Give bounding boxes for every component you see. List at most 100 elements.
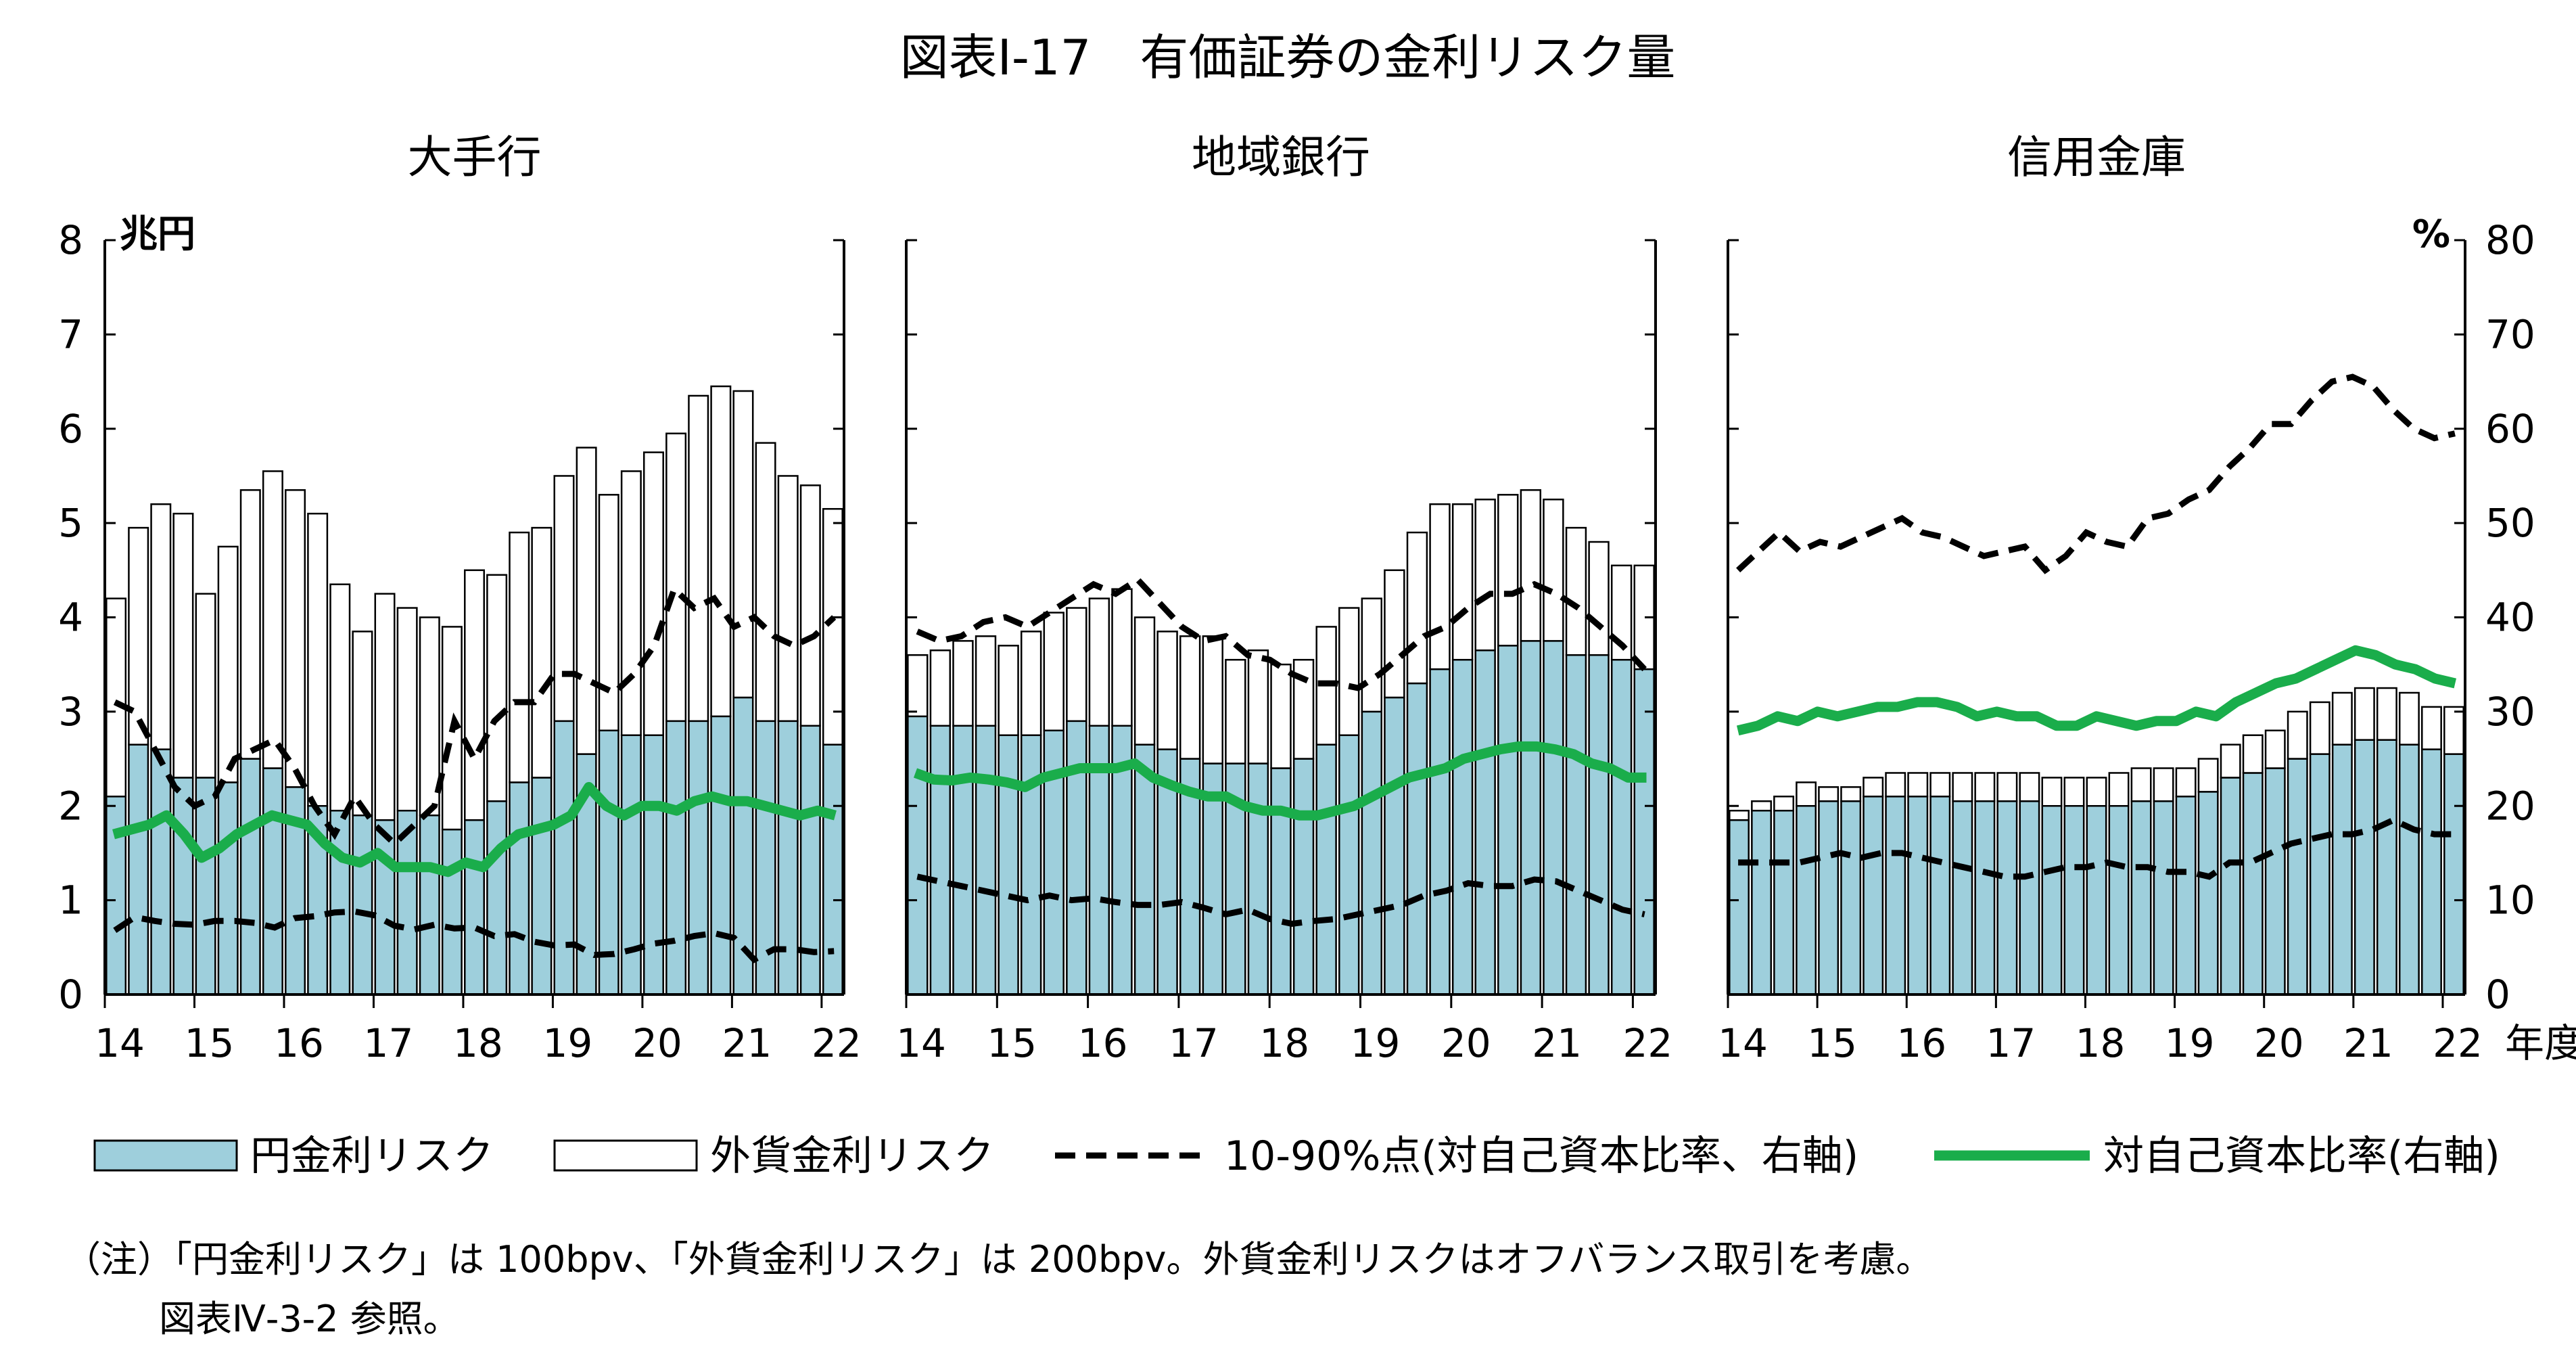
bar-yen-rate-risk: [329, 809, 351, 996]
bar-yen-rate-risk: [642, 734, 664, 996]
bar-yen-rate-risk: [1885, 796, 1906, 996]
bar-fx-rate-risk: [2264, 729, 2286, 769]
bar-yen-rate-risk: [2309, 753, 2331, 996]
legend: 円金利リスク 外貨金利リスク 10-90%点(対自己資本比率、右軸) 対自己資本比率(…: [93, 1133, 2500, 1180]
bar-yen-rate-risk: [822, 744, 843, 996]
bar-fx-rate-risk: [2153, 767, 2174, 802]
bar-yen-rate-risk: [531, 777, 553, 996]
bar-yen-rate-risk: [998, 734, 1019, 996]
bar-yen-rate-risk: [2287, 758, 2308, 996]
bar-fx-rate-risk: [1179, 635, 1201, 760]
bar-fx-rate-risk: [907, 654, 929, 718]
bar-fx-rate-risk: [2309, 701, 2331, 755]
bar-fx-rate-risk: [1429, 503, 1451, 670]
bar-fx-rate-risk: [1406, 531, 1428, 685]
y2-tick-label: 30: [2485, 689, 2535, 735]
bar-fx-rate-risk: [1907, 772, 1929, 798]
bar-fx-rate-risk: [975, 635, 997, 727]
y-tick-label: 8: [58, 217, 83, 263]
bar-fx-rate-risk: [755, 442, 776, 723]
bar-fx-rate-risk: [2287, 710, 2308, 760]
bar-fx-rate-risk: [777, 475, 799, 723]
bar-fx-rate-risk: [2331, 691, 2353, 746]
bar-fx-rate-risk: [620, 470, 642, 736]
y-tick-label: 7: [58, 311, 83, 357]
bar-fx-rate-risk: [665, 432, 687, 723]
bar-fx-rate-risk: [1361, 597, 1382, 713]
bar-fx-rate-risk: [1133, 616, 1156, 746]
bar-fx-rate-risk: [1088, 597, 1110, 727]
bar-yen-rate-risk: [2153, 800, 2174, 996]
panel-title: 地域銀行: [1192, 131, 1370, 183]
x-tick-label: 17: [364, 1020, 414, 1066]
bar-fx-rate-risk: [262, 470, 283, 769]
line-90th-percentile: [1736, 373, 2456, 574]
bar-yen-rate-risk: [419, 814, 440, 996]
bar-yen-rate-risk: [1565, 654, 1587, 996]
bar-fx-rate-risk: [799, 484, 821, 727]
x-tick-label: 16: [274, 1020, 324, 1066]
x-axis-suffix: 年度: [2505, 1020, 2576, 1066]
bar-yen-rate-risk: [1474, 649, 1496, 996]
bar-fx-rate-risk: [1384, 569, 1405, 699]
bar-fx-rate-risk: [172, 512, 194, 779]
bar-fx-rate-risk: [1818, 786, 1840, 802]
bar-yen-rate-risk: [2063, 805, 2085, 996]
bar-fx-rate-risk: [217, 545, 239, 783]
bar-fx-rate-risk: [509, 531, 530, 783]
line-90th-percentile: [916, 575, 1647, 691]
bar-yen-rate-risk: [1315, 744, 1337, 996]
bar-yen-rate-risk: [1974, 800, 1996, 996]
bar-yen-rate-risk: [352, 814, 373, 996]
bar-yen-rate-risk: [1773, 809, 1795, 996]
right-unit-label: %: [2412, 212, 2450, 256]
x-tick-label: 22: [1623, 1020, 1673, 1066]
bar-yen-rate-risk: [777, 720, 799, 996]
x-tick-label: 16: [1078, 1020, 1128, 1066]
bar-fx-rate-risk: [2086, 777, 2107, 807]
bar-yen-rate-risk: [1406, 682, 1428, 996]
x-tick-label: 15: [1807, 1020, 1857, 1066]
line-10th-percentile: [113, 908, 835, 963]
x-tick-label: 14: [896, 1020, 946, 1066]
bar-yen-rate-risk: [2197, 791, 2219, 996]
note-line-2: 図表Ⅳ-3-2 参照。: [159, 1298, 460, 1340]
bar-fx-rate-risk: [732, 390, 754, 699]
bar-fx-rate-risk: [1773, 796, 1795, 812]
bar-fx-rate-risk: [1796, 781, 1817, 807]
bar-fx-rate-risk: [1338, 607, 1360, 736]
bar-fx-rate-risk: [464, 569, 485, 821]
bar-yen-rate-risk: [620, 734, 642, 996]
y2-tick-label: 50: [2485, 500, 2535, 546]
bar-fx-rate-risk: [1996, 772, 2018, 802]
bar-fx-rate-risk: [2443, 706, 2464, 755]
bar-yen-rate-risk: [1543, 640, 1564, 996]
bar-yen-rate-risk: [464, 819, 485, 996]
bar-fx-rate-risk: [419, 616, 440, 817]
bar-fx-rate-risk: [1974, 772, 1996, 802]
bar-yen-rate-risk: [1429, 668, 1451, 996]
panel-3: 信用金庫 0 10 20 30 40 50 60 70 80% 14 15 16 17 18 19 20 21 22…: [1718, 131, 2576, 1066]
bar-fx-rate-risk: [1451, 503, 1474, 661]
bar-yen-rate-risk: [1020, 734, 1042, 996]
bar-fx-rate-risk: [106, 597, 127, 798]
bar-yen-rate-risk: [2331, 744, 2353, 996]
x-tick-label: 14: [1718, 1020, 1768, 1066]
line-capital-ratio: [1736, 645, 2457, 736]
bar-yen-rate-risk: [2041, 805, 2063, 996]
bar-fx-rate-risk: [150, 503, 172, 750]
bar-yen-rate-risk: [553, 720, 575, 996]
bar-yen-rate-risk: [1996, 800, 2018, 996]
x-tick-label: 18: [1259, 1020, 1309, 1066]
line-90th-percentile: [113, 583, 837, 848]
bar-fx-rate-risk: [374, 593, 396, 821]
bar-yen-rate-risk: [509, 781, 530, 996]
bar-fx-rate-risk: [2041, 777, 2063, 807]
x-tick-label: 18: [2076, 1020, 2126, 1066]
x-tick-label: 20: [2254, 1020, 2304, 1066]
bar-yen-rate-risk: [2130, 800, 2152, 996]
bar-fx-rate-risk: [531, 526, 553, 779]
bar-yen-rate-risk: [1361, 710, 1382, 996]
y2-tick-label: 0: [2485, 971, 2510, 1017]
